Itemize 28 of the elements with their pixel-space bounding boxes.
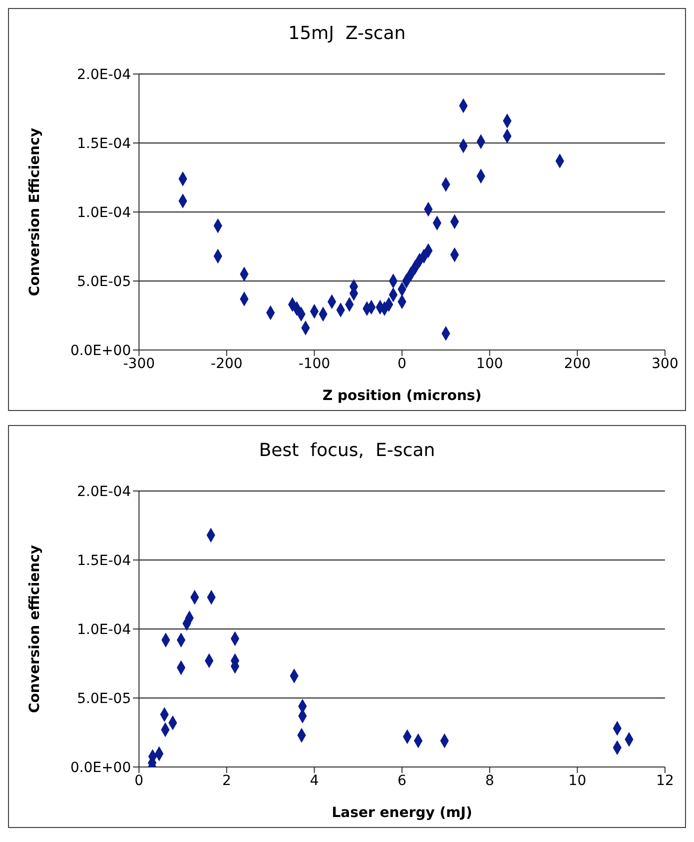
- chart-title: Best focus, E-scan: [258, 439, 436, 461]
- x-tick-label: 4: [310, 772, 319, 789]
- x-tick-label: 8: [485, 772, 494, 789]
- x-axis-title: Z position (microns): [322, 388, 482, 404]
- x-tick-label: 10: [568, 772, 586, 789]
- x-tick-label: 12: [656, 772, 674, 789]
- x-tick-label: 0: [398, 356, 406, 372]
- x-tick-label: 300: [652, 356, 678, 372]
- x-axis-title: Laser energy (mJ): [332, 805, 472, 821]
- x-tick-label: 6: [398, 772, 407, 789]
- chart-title: 15mJ Z-scan: [287, 22, 407, 44]
- x-tick-label: 2: [222, 772, 232, 789]
- y-tick-label: 1.5E-04: [77, 552, 132, 569]
- y-tick-label: 2.0E-04: [77, 66, 132, 83]
- y-axis-title: Conversion efficiency: [26, 544, 43, 714]
- y-tick-label: 1.0E-04: [77, 622, 132, 638]
- y-tick-label: 1.0E-04: [77, 204, 132, 221]
- x-tick-label: 200: [564, 356, 591, 372]
- y-tick-label: 5.0E-05: [77, 274, 131, 290]
- x-tick-label: -200: [210, 356, 243, 372]
- x-tick-label: 0: [134, 772, 144, 789]
- y-axis-title: Conversion Efficiency: [26, 128, 43, 296]
- y-tick-label: 2.0E-04: [77, 484, 132, 500]
- y-tick-label: 5.0E-05: [77, 690, 131, 707]
- x-tick-label: 100: [476, 356, 504, 372]
- y-tick-label: 1.5E-04: [77, 136, 132, 152]
- y-tick-label: 0.0E+00: [70, 760, 131, 776]
- x-tick-label: -100: [298, 356, 330, 372]
